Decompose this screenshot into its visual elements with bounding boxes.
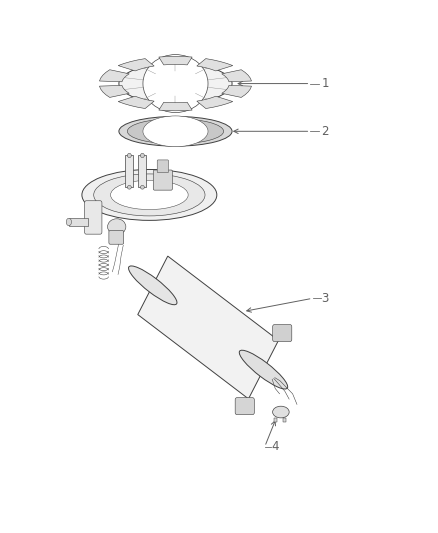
Polygon shape [159, 102, 192, 111]
Polygon shape [222, 70, 251, 82]
Polygon shape [222, 85, 251, 98]
Ellipse shape [119, 63, 232, 104]
Ellipse shape [127, 119, 223, 144]
Polygon shape [99, 70, 129, 82]
Ellipse shape [143, 116, 208, 147]
Bar [69, 218, 88, 225]
Polygon shape [118, 59, 154, 71]
Text: 2: 2 [321, 125, 329, 138]
Ellipse shape [127, 154, 131, 158]
Text: 3: 3 [321, 292, 328, 305]
Ellipse shape [239, 350, 288, 389]
FancyBboxPatch shape [157, 160, 169, 173]
Ellipse shape [108, 219, 126, 235]
Text: 1: 1 [321, 77, 329, 90]
Ellipse shape [143, 54, 208, 112]
Ellipse shape [141, 185, 145, 189]
Text: 4: 4 [271, 440, 279, 453]
Bar [274, 418, 277, 422]
FancyBboxPatch shape [235, 398, 254, 415]
Polygon shape [99, 85, 129, 98]
Ellipse shape [66, 218, 71, 225]
Ellipse shape [272, 406, 289, 418]
FancyBboxPatch shape [85, 201, 102, 234]
Ellipse shape [141, 154, 145, 158]
Bar [125, 156, 133, 187]
FancyBboxPatch shape [272, 325, 292, 342]
Ellipse shape [119, 116, 232, 146]
Polygon shape [197, 59, 233, 71]
Bar [138, 156, 146, 187]
Polygon shape [159, 56, 192, 65]
Ellipse shape [82, 169, 217, 220]
Ellipse shape [94, 174, 205, 216]
Ellipse shape [127, 185, 131, 189]
Polygon shape [118, 96, 154, 109]
Bar [283, 418, 286, 422]
FancyBboxPatch shape [109, 230, 124, 244]
Polygon shape [197, 96, 233, 109]
Polygon shape [138, 256, 279, 399]
Ellipse shape [110, 180, 188, 209]
Ellipse shape [128, 266, 177, 305]
FancyBboxPatch shape [153, 170, 173, 190]
